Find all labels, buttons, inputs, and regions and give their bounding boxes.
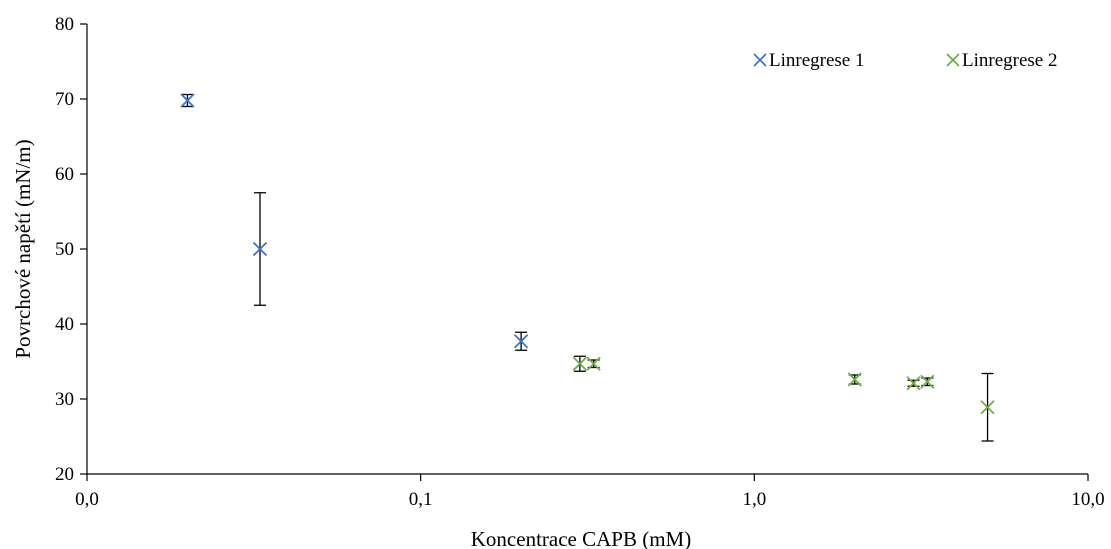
y-tick-label: 40 (55, 314, 74, 335)
marker-stroke (586, 356, 601, 371)
y-axis-title: Povrchové napětí (mN/m) (11, 139, 35, 358)
legend-label: Linregrese 2 (962, 50, 1057, 71)
legend-item-2: Linregrese 2 (946, 50, 1057, 71)
y-tick-label: 70 (55, 89, 74, 110)
marker-stroke (906, 376, 921, 391)
x-axis-title: Koncentrace CAPB (mM) (471, 527, 691, 549)
x-tick-label: 10,0 (1071, 489, 1104, 510)
data-point (906, 376, 921, 391)
legend-item-1: Linregrese 1 (753, 50, 864, 71)
legend-marker (946, 53, 960, 67)
x-tick-label: 1,0 (742, 489, 766, 510)
axes: 20 30 40 50 60 70 80 0,0 0,1 1,0 10,0 (55, 14, 1105, 510)
legend: Linregrese 1 Linregrese 2 (753, 50, 1057, 71)
marker-stroke (920, 374, 935, 389)
data-point (513, 334, 529, 349)
marker-stroke (847, 372, 862, 387)
marker-stroke (572, 356, 588, 371)
data-point (252, 241, 268, 257)
data-point (586, 356, 601, 371)
marker-stroke (252, 241, 268, 257)
legend-label: Linregrese 1 (769, 50, 864, 71)
data-point (847, 372, 862, 387)
y-tick-label: 60 (55, 164, 74, 185)
data-point (920, 374, 935, 389)
marker-stroke (980, 400, 995, 415)
legend-marker (753, 53, 767, 67)
data-point (180, 93, 195, 108)
y-tick-label: 30 (55, 389, 74, 410)
data-point (572, 356, 588, 371)
x-tick-label: 0,1 (409, 489, 433, 510)
y-tick-label: 20 (55, 464, 74, 485)
x-tick-label: 0,0 (75, 489, 99, 510)
y-tick-label: 50 (55, 239, 74, 260)
plot-area (180, 93, 995, 442)
y-tick-label: 80 (55, 14, 74, 35)
series-1 (180, 93, 529, 351)
marker-stroke (180, 93, 195, 108)
data-point (980, 400, 995, 415)
series-2 (572, 355, 995, 442)
marker-stroke (513, 334, 529, 349)
